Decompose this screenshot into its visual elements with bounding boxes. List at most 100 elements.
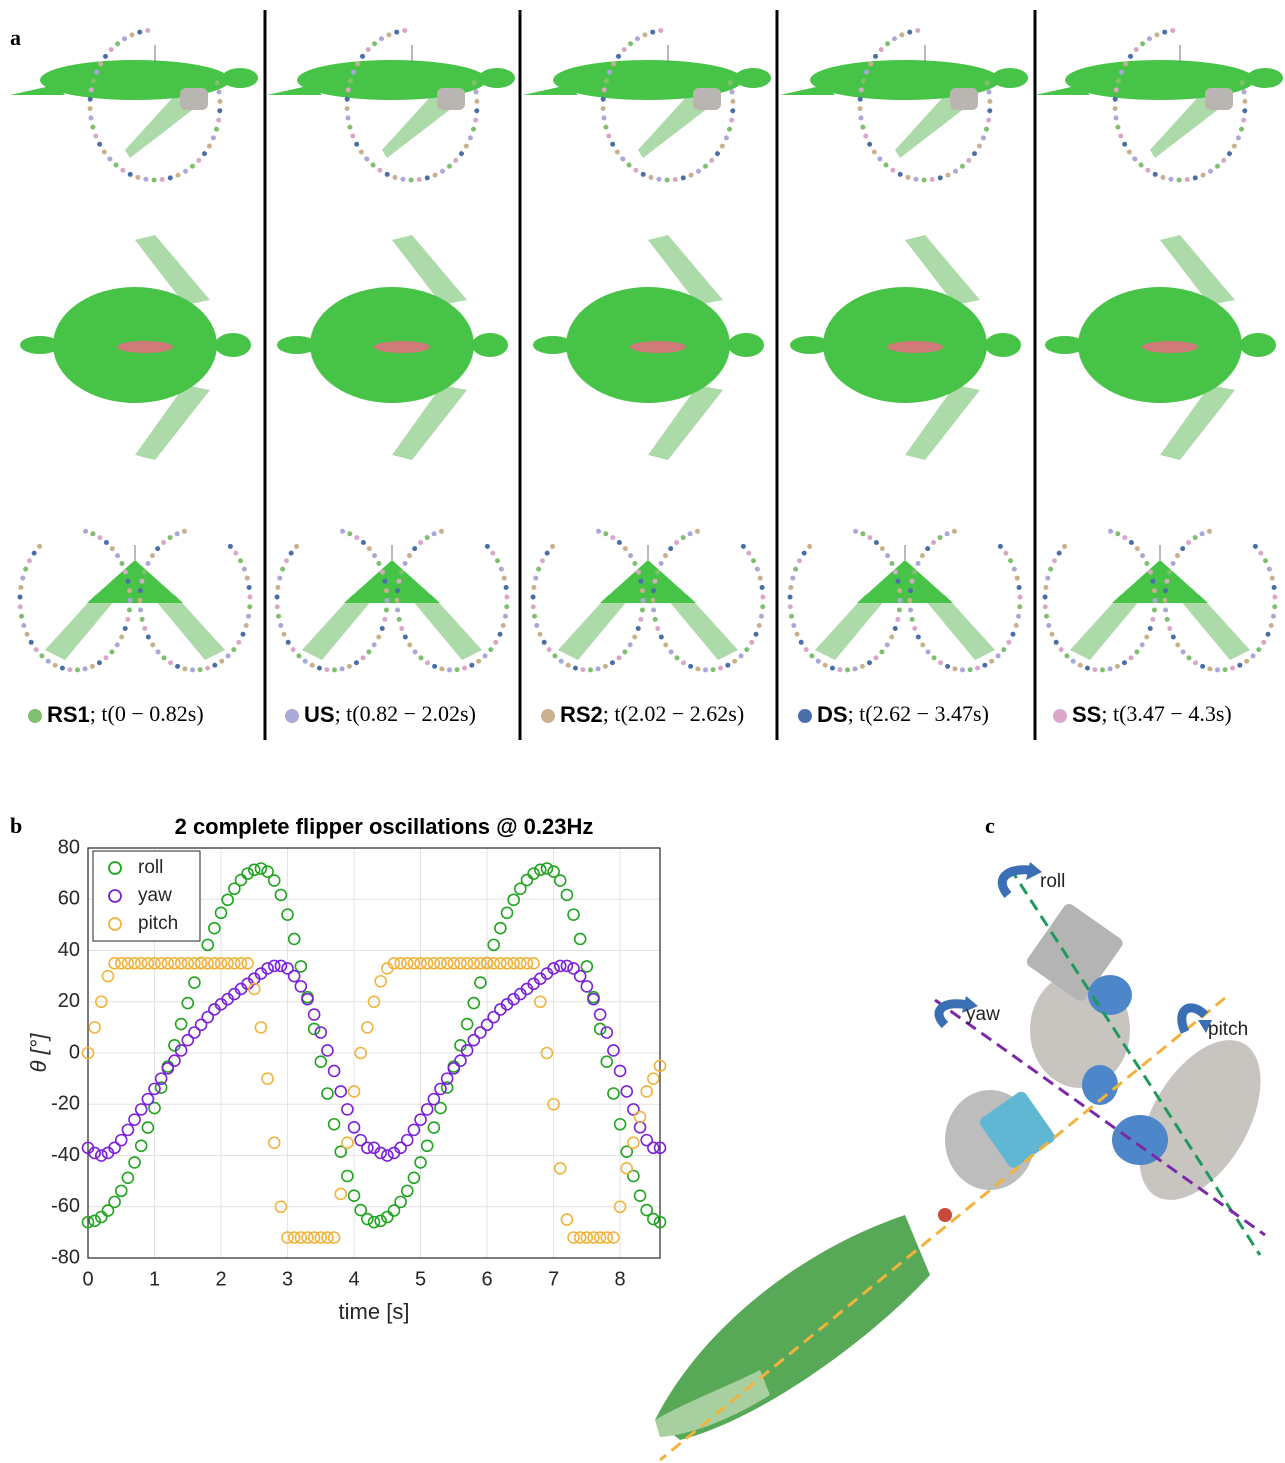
trajectory-dot xyxy=(651,588,656,593)
trajectory-dot xyxy=(417,177,422,182)
trajectory-dot xyxy=(789,614,794,619)
trajectory-dot xyxy=(1171,635,1176,640)
trajectory-dot xyxy=(1045,576,1050,581)
trajectory-dot xyxy=(673,177,678,182)
trajectory-dot xyxy=(987,99,992,104)
trajectory-dot xyxy=(127,598,132,603)
trajectory-dot xyxy=(602,87,607,92)
trajectory-dot xyxy=(1208,169,1213,174)
trajectory-dot xyxy=(97,535,102,540)
trajectory-dot xyxy=(720,144,725,149)
trajectory-dot xyxy=(127,588,132,593)
trajectory-dot xyxy=(640,588,645,593)
trajectory-dot xyxy=(540,558,545,563)
phase-name: US xyxy=(304,702,335,727)
trajectory-dot xyxy=(346,87,351,92)
trajectory-dot xyxy=(1171,561,1176,566)
trajectory-dot xyxy=(1269,623,1274,628)
legend-label: yaw xyxy=(138,885,172,906)
trajectory-dot xyxy=(610,142,615,147)
trajectory-dot xyxy=(412,546,417,551)
trajectory-dot xyxy=(1148,626,1153,631)
trajectory-dot xyxy=(160,177,165,182)
trajectory-dot xyxy=(371,163,376,168)
trajectory-dot xyxy=(439,529,444,534)
trajectory-dot xyxy=(1242,108,1247,113)
trajectory-dot xyxy=(1163,607,1168,612)
trajectory-dot xyxy=(559,659,564,664)
trajectory-dot xyxy=(156,649,161,654)
trajectory-dot xyxy=(385,172,390,177)
trajectory-dot xyxy=(1100,667,1105,672)
trajectory-dot xyxy=(1114,87,1119,92)
trajectory-dot xyxy=(688,664,693,669)
trajectory-dot xyxy=(1207,666,1212,671)
trajectory-dot xyxy=(1043,604,1048,609)
trajectory-dot xyxy=(1251,653,1256,658)
trajectory-dot xyxy=(952,666,957,671)
trajectory-dot xyxy=(104,540,109,545)
trajectory-dot xyxy=(284,558,289,563)
trajectory-dot xyxy=(140,579,145,584)
trajectory-dot xyxy=(1050,632,1055,637)
trajectory-dot xyxy=(103,655,108,660)
trajectory-dot xyxy=(932,655,937,660)
trajectory-dot xyxy=(758,576,763,581)
phase-interval: ; t(2.02 − 2.62s) xyxy=(603,701,744,726)
y-tick-label: 20 xyxy=(58,990,80,1012)
trajectory-dot xyxy=(636,570,641,575)
annotation: pitch xyxy=(1208,1019,1248,1040)
trajectory-dot xyxy=(502,576,507,581)
trajectory-dot xyxy=(1145,168,1150,173)
trajectory-dot xyxy=(1154,32,1159,37)
trajectory-dot xyxy=(912,570,917,575)
trajectory-dot xyxy=(920,553,925,558)
joint xyxy=(180,88,208,110)
trajectory-dot xyxy=(1144,635,1149,640)
trajectory-dot xyxy=(432,664,437,669)
trajectory-dot xyxy=(1113,116,1118,121)
trajectory-dot xyxy=(138,588,143,593)
trajectory-dot xyxy=(638,617,643,622)
trajectory-dot xyxy=(1123,61,1128,66)
panel-c-illustration xyxy=(655,862,1285,1460)
trajectory-dot xyxy=(1115,664,1120,669)
trajectory-dot xyxy=(727,127,732,132)
trajectory-dot xyxy=(860,531,865,536)
trajectory-dot xyxy=(1175,553,1180,558)
trajectory-dot xyxy=(462,666,467,671)
tail xyxy=(533,336,573,354)
trajectory-dot xyxy=(1085,666,1090,671)
caption: DS; t(2.62 − 3.47s) xyxy=(817,701,989,727)
flipper xyxy=(558,595,628,660)
trajectory-dot xyxy=(885,41,890,46)
trajectory-dot xyxy=(394,30,399,35)
trajectory-dot xyxy=(1115,125,1120,130)
trajectory-dot xyxy=(46,659,51,664)
trajectory-dot xyxy=(501,623,506,628)
trajectory-dot xyxy=(348,78,353,83)
trajectory-dot xyxy=(1147,36,1152,41)
trajectory-dot xyxy=(407,642,412,647)
trajectory-dot xyxy=(531,595,536,600)
trajectory-dot xyxy=(711,667,716,672)
trajectory-dot xyxy=(858,106,863,111)
body-detail xyxy=(887,341,943,353)
trajectory-dot xyxy=(879,649,884,654)
trajectory-dot xyxy=(1272,595,1277,600)
y-tick-label: -60 xyxy=(51,1195,80,1217)
trajectory-dot xyxy=(728,80,733,85)
head xyxy=(215,333,251,357)
trajectory-dot xyxy=(1043,585,1048,590)
trajectory-dot xyxy=(161,540,166,545)
trajectory-dot xyxy=(152,177,157,182)
trajectory-dot xyxy=(884,163,889,168)
trajectory-dot xyxy=(115,642,120,647)
trajectory-dot xyxy=(669,649,674,654)
trajectory-dot xyxy=(1175,642,1180,647)
x-tick-label: 7 xyxy=(548,1268,559,1290)
trajectory-dot xyxy=(120,168,125,173)
trajectory-dot xyxy=(622,649,627,654)
trajectory-dot xyxy=(573,666,578,671)
trajectory-dot xyxy=(110,546,115,551)
